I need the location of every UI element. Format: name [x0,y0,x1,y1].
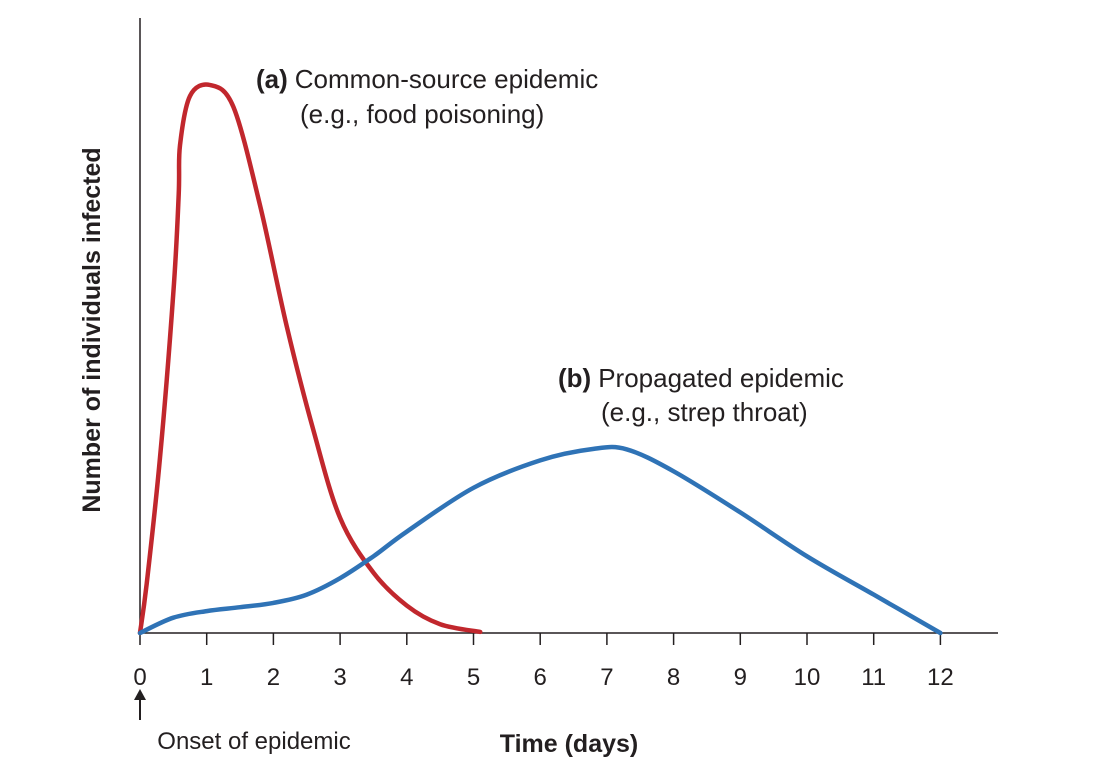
x-tick-label: 0 [133,664,146,691]
series-b-label: (b) [558,363,591,393]
x-tick-label: 9 [734,664,747,691]
svg-text:(a)Common-source epidemic: (a) Common-source epidemic [256,64,598,94]
x-tick-label: 1 [200,664,213,691]
onset-arrow-icon [134,689,146,700]
x-tick-label: 7 [600,664,613,691]
series-b-name: Propagated epidemic [598,363,844,393]
x-tick-label: 11 [861,664,886,691]
series-a-label: (a) [256,64,288,94]
x-tick-label: 4 [400,664,413,691]
series-a-note: (e.g., food poisoning) [300,99,544,129]
x-axis-title: Time (days) [500,730,638,758]
x-tick-label: 2 [267,664,280,691]
y-axis-title: Number of individuals infected [78,147,106,512]
x-tick-label: 10 [794,664,821,691]
series-b-annotation: (b) Propagated epidemic (e.g., strep thro… [558,363,844,427]
onset-annotation: Onset of epidemic [134,689,351,755]
series-layer [137,82,943,636]
svg-text:(b)Propagated epidemic: (b) Propagated epidemic [558,363,844,393]
x-ticks [139,633,942,645]
onset-label: Onset of epidemic [157,728,350,755]
series-a-name: Common-source epidemic [295,64,598,94]
x-tick-label: 12 [927,664,954,691]
series-a-annotation: (a) Common-source epidemic (e.g., food po… [256,64,598,129]
series-a-line [137,82,483,636]
x-tick-labels: 0 1 2 3 4 5 6 7 8 9 10 11 12 [133,664,953,691]
series-b-note: (e.g., strep throat) [601,397,808,427]
axes [139,18,998,634]
series-b-line [137,444,943,636]
x-tick-label: 3 [333,664,346,691]
x-tick-label: 6 [534,664,547,691]
x-tick-label: 8 [667,664,680,691]
x-tick-label: 5 [467,664,480,691]
